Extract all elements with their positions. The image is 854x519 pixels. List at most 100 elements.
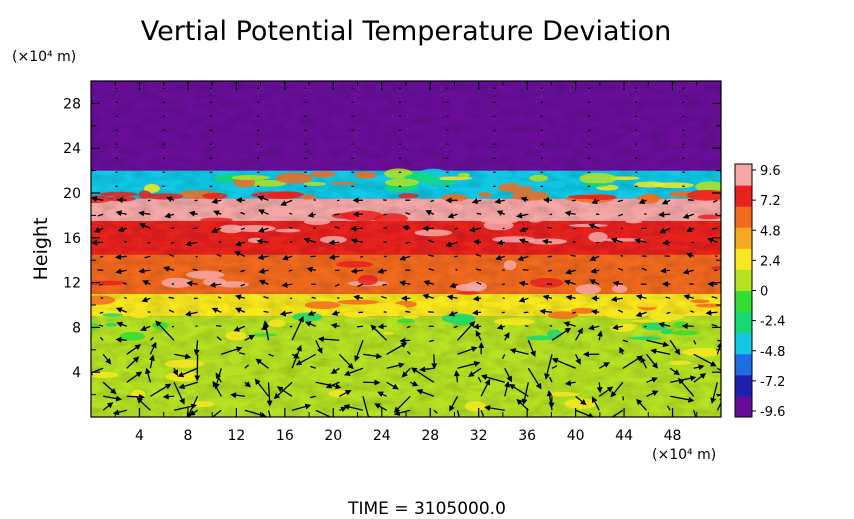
colorbar-label-1: 7.2 bbox=[760, 194, 781, 209]
heatmap-patch-61 bbox=[397, 193, 419, 199]
wind-vector-57 bbox=[173, 382, 185, 405]
wind-vector-340 bbox=[473, 239, 482, 246]
wind-vector-402 bbox=[658, 211, 671, 218]
heatmap-patch-101 bbox=[161, 277, 193, 288]
wind-vector-139 bbox=[193, 340, 200, 356]
heatmap-patch-88 bbox=[679, 236, 715, 242]
heatmap-patch-93 bbox=[373, 213, 409, 224]
wind-vector-379 bbox=[115, 210, 127, 217]
wind-vector-235 bbox=[542, 294, 553, 301]
wind-vector-359 bbox=[289, 226, 293, 229]
wind-vector-328 bbox=[185, 240, 198, 247]
wind-vector-2 bbox=[136, 397, 151, 411]
y-tick-label-2: 12 bbox=[63, 276, 81, 292]
wind-vector-113 bbox=[221, 346, 243, 355]
heatmap-patch-143 bbox=[526, 335, 554, 341]
wind-vector-265 bbox=[612, 280, 623, 287]
heatmap-patch-152 bbox=[402, 315, 420, 319]
wind-vector-127 bbox=[544, 354, 553, 380]
wind-vector-97 bbox=[468, 367, 482, 377]
wind-vector-377 bbox=[712, 227, 718, 230]
wind-vector-68 bbox=[411, 367, 435, 383]
wind-vector-52 bbox=[678, 377, 695, 397]
heatmap-patch-28 bbox=[303, 182, 327, 186]
wind-vector-134 bbox=[716, 342, 721, 355]
wind-vector-156 bbox=[597, 330, 603, 341]
heatmap-patch-85 bbox=[414, 229, 453, 237]
wind-vector-346 bbox=[610, 237, 624, 244]
wind-vector-305 bbox=[281, 254, 293, 261]
wind-vector-36 bbox=[310, 395, 316, 399]
wind-vector-421 bbox=[471, 198, 482, 205]
colorbar-label-7: -7.2 bbox=[760, 375, 785, 390]
heatmap-patch-76 bbox=[200, 217, 233, 223]
wind-vector-356 bbox=[211, 227, 222, 233]
wind-vector-375 bbox=[659, 227, 671, 234]
heatmap-patch-90 bbox=[174, 211, 188, 221]
wind-vector-73 bbox=[549, 376, 553, 383]
wind-vector-240 bbox=[665, 296, 671, 299]
wind-vector-75 bbox=[596, 382, 603, 394]
wind-vector-42 bbox=[449, 395, 459, 412]
heatmap-patch-39 bbox=[384, 178, 420, 187]
wind-vector-145 bbox=[317, 336, 340, 343]
wind-vector-133 bbox=[693, 353, 717, 367]
wind-vector-225 bbox=[311, 296, 316, 299]
wind-vector-159 bbox=[669, 339, 681, 356]
heatmap-patch-115 bbox=[529, 277, 564, 288]
heatmap-patch-48 bbox=[251, 191, 294, 199]
wind-vector-384 bbox=[240, 211, 246, 215]
wind-vector-395 bbox=[496, 210, 505, 216]
wind-vector-114 bbox=[238, 352, 246, 355]
wind-vector-136 bbox=[115, 336, 127, 343]
heatmap-patch-154 bbox=[494, 318, 535, 326]
wind-vector-343 bbox=[542, 238, 553, 245]
wind-vector-131 bbox=[645, 353, 659, 369]
wind-vector-132 bbox=[650, 348, 671, 355]
wind-vector-298 bbox=[115, 253, 127, 260]
heatmap-patch-13 bbox=[248, 179, 287, 187]
wind-vector-197 bbox=[279, 310, 293, 317]
colorbar-label-5: -2.4 bbox=[760, 315, 785, 330]
wind-vector-28 bbox=[126, 393, 145, 400]
wind-vector-293 bbox=[641, 267, 647, 271]
wind-vector-143 bbox=[291, 315, 304, 341]
wind-vector-335 bbox=[350, 238, 364, 244]
wind-vector-419 bbox=[430, 199, 435, 203]
wind-vector-148 bbox=[399, 337, 411, 344]
wind-vector-213 bbox=[666, 311, 671, 315]
colorbar-label-8: -9.6 bbox=[760, 405, 785, 420]
wind-vector-194 bbox=[211, 307, 222, 314]
wind-vector-313 bbox=[475, 253, 482, 257]
wind-vector-189 bbox=[99, 311, 104, 314]
heatmap-patch-166 bbox=[313, 366, 347, 377]
y-tick-label-4: 20 bbox=[63, 186, 81, 202]
heatmap-patch-58 bbox=[99, 191, 138, 197]
heatmap-patch-181 bbox=[569, 360, 599, 366]
wind-vector-387 bbox=[307, 211, 316, 218]
wind-vector-244 bbox=[122, 282, 127, 285]
heatmap-patch-124 bbox=[695, 303, 721, 308]
wind-vector-383 bbox=[213, 210, 222, 216]
x-tick-label-10: 44 bbox=[615, 428, 633, 444]
wind-vector-60 bbox=[244, 381, 252, 388]
wind-vector-271 bbox=[115, 268, 127, 275]
wind-vector-115 bbox=[268, 353, 274, 357]
wind-vector-304 bbox=[257, 254, 269, 261]
heatmap-patch-94 bbox=[563, 228, 579, 237]
wind-vector-381 bbox=[164, 212, 175, 219]
wind-vector-251 bbox=[281, 281, 293, 288]
wind-vector-308 bbox=[359, 255, 364, 258]
heatmap-patch-57 bbox=[146, 193, 184, 200]
wind-vector-226 bbox=[336, 297, 340, 299]
wind-vector-286 bbox=[475, 268, 482, 271]
wind-vector-106 bbox=[693, 364, 705, 371]
wind-vector-227 bbox=[353, 294, 364, 301]
wind-vector-182 bbox=[563, 321, 576, 328]
wind-vector-239 bbox=[635, 294, 647, 300]
wind-vector-146 bbox=[354, 340, 364, 362]
y-tick-label-0: 4 bbox=[72, 365, 81, 381]
colorbar-swatch-2 bbox=[735, 353, 752, 376]
wind-vector-212 bbox=[635, 311, 647, 317]
wind-vector-300 bbox=[169, 253, 175, 257]
